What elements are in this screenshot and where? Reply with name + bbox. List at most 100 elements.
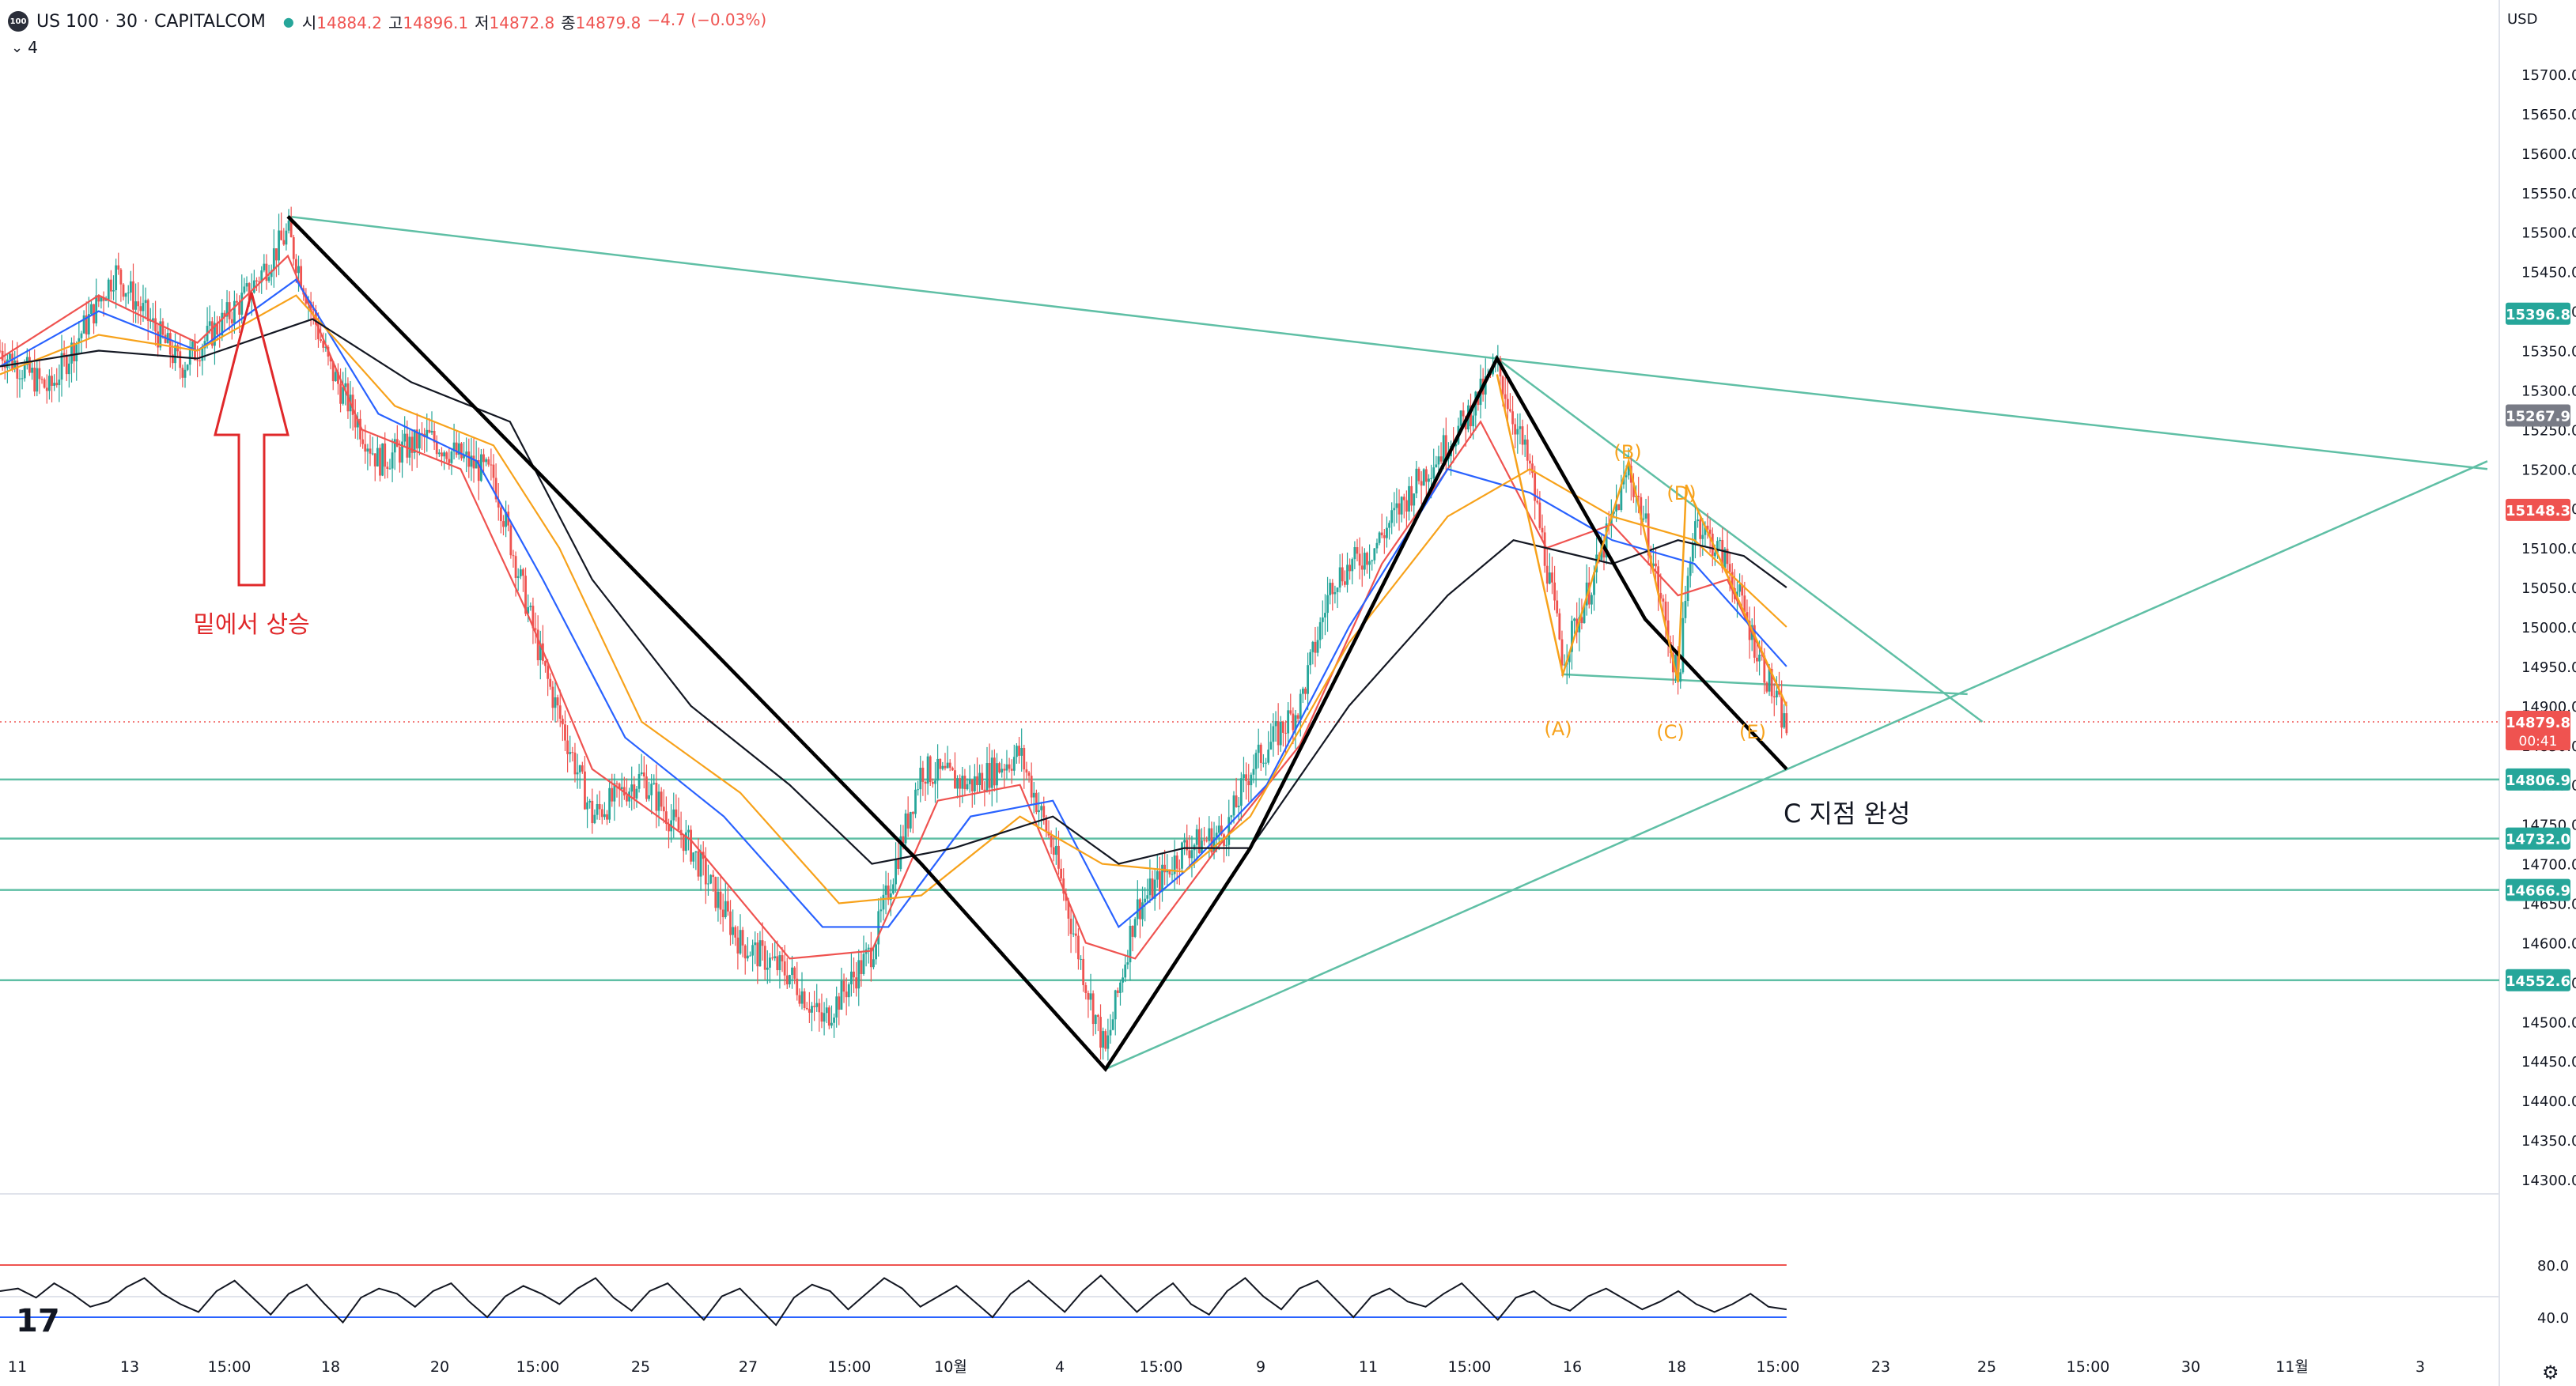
- candle-body: [576, 772, 579, 775]
- candle-body: [808, 1009, 811, 1013]
- candle-body: [452, 442, 456, 452]
- candle-body: [1622, 477, 1625, 485]
- candle-body: [43, 379, 46, 388]
- candle-body: [556, 697, 559, 706]
- candle-body: [1087, 992, 1090, 1000]
- candle-body: [1131, 926, 1134, 937]
- candle-body: [270, 270, 273, 278]
- candle-body: [833, 1017, 835, 1023]
- candle-body: [1410, 485, 1413, 506]
- candle-body: [1573, 618, 1575, 621]
- candle-body: [954, 770, 956, 789]
- candle-body: [1279, 721, 1282, 746]
- candle-body: [946, 762, 949, 769]
- indicator-toggle[interactable]: ⌄ 4: [11, 38, 38, 57]
- candle-body: [1756, 657, 1758, 662]
- candle-body: [869, 947, 872, 968]
- currency-button[interactable]: USD: [2507, 11, 2538, 28]
- candle-body: [640, 772, 643, 774]
- candle-body: [1, 350, 4, 361]
- candle-body: [785, 975, 789, 985]
- candle-body: [655, 783, 658, 811]
- candle-body: [48, 376, 51, 391]
- candle-body: [1689, 561, 1692, 576]
- time-tick-label: 13: [120, 1358, 139, 1376]
- candle-body: [736, 937, 740, 954]
- price-tick-label: 14950.0: [2521, 659, 2576, 676]
- candle-body: [1694, 521, 1697, 545]
- symbol-logo[interactable]: 100: [8, 11, 28, 32]
- candle-body: [1190, 850, 1193, 859]
- candle-body: [361, 439, 365, 444]
- annotations: 밑에서 상승 C 지점 완성 (A) (B) (C) (D) (E): [193, 292, 1910, 829]
- candle-body: [516, 576, 520, 578]
- candle-body: [1151, 878, 1154, 899]
- candle-body: [921, 768, 925, 782]
- time-tick-label: 15:00: [828, 1358, 872, 1376]
- candle-body: [743, 945, 747, 959]
- candle-body: [527, 606, 530, 614]
- gear-icon[interactable]: ⚙: [2542, 1361, 2559, 1384]
- candle-body: [426, 429, 429, 437]
- candle-body: [1721, 539, 1724, 568]
- candle-body: [509, 525, 513, 556]
- candle-body: [981, 772, 984, 790]
- candle-body: [1531, 463, 1534, 474]
- candle-body: [322, 341, 325, 348]
- candle-body: [134, 301, 137, 310]
- candle-body: [1161, 864, 1163, 892]
- price-tick-label: 14450.0: [2521, 1054, 2576, 1071]
- candle-body: [1758, 654, 1761, 662]
- time-axis[interactable]: 11 13 15:00 18 20 15:00 25 27 15:00 10월 4 15:00 9 11 1…: [8, 1358, 2425, 1376]
- candle-body: [1674, 654, 1677, 673]
- candle-body: [853, 971, 855, 978]
- candle-body: [450, 451, 453, 463]
- price-badge: [2506, 404, 2570, 427]
- price-tick-label: 15350.0: [2521, 344, 2576, 361]
- candle-body: [1210, 828, 1213, 853]
- candle-body: [1331, 583, 1334, 595]
- candle-body: [117, 265, 120, 270]
- candle-body: [1168, 869, 1171, 874]
- candle-body: [591, 800, 594, 824]
- candle-body: [974, 776, 976, 791]
- candle-body: [650, 784, 653, 795]
- price-axis[interactable]: 14300.014350.014400.014450.014500.014550…: [2521, 67, 2576, 1327]
- rsi-line: [0, 1274, 1787, 1327]
- candle-body: [1731, 572, 1734, 588]
- candle-body: [630, 784, 634, 792]
- candle-body: [1415, 468, 1418, 494]
- price-badge: [2506, 302, 2570, 325]
- candle-body: [1728, 564, 1731, 572]
- candle-body: [366, 448, 369, 452]
- symbol-title[interactable]: US 100 · 30 · CAPITALCOM: [36, 11, 266, 32]
- candle-body: [1050, 835, 1053, 848]
- channel-lines: [287, 215, 2488, 1071]
- candle-body: [1262, 762, 1265, 764]
- candle-body: [1484, 376, 1487, 395]
- candle-body: [1701, 534, 1704, 539]
- candle-body: [221, 312, 224, 336]
- candle-body: [840, 980, 843, 1010]
- candle-body: [1664, 601, 1667, 621]
- candle-body: [443, 452, 445, 457]
- candle-body: [1230, 815, 1233, 818]
- candle-body: [1001, 769, 1004, 773]
- candle-body: [1237, 806, 1240, 807]
- candle-body: [875, 944, 877, 960]
- candle-body: [704, 859, 707, 885]
- candle-body: [1163, 864, 1167, 873]
- candle-body: [174, 345, 176, 364]
- candle-body: [783, 961, 786, 976]
- candle-body: [228, 302, 231, 319]
- candle-body: [1042, 806, 1046, 818]
- candle-body: [1054, 845, 1057, 855]
- candle-body: [1351, 559, 1354, 572]
- candle-body: [467, 451, 471, 467]
- candle-body: [132, 281, 134, 310]
- chevron-down-icon[interactable]: ⌄: [11, 39, 24, 56]
- candle-body: [729, 911, 732, 935]
- candle-body: [751, 945, 754, 956]
- candle-body: [243, 286, 246, 293]
